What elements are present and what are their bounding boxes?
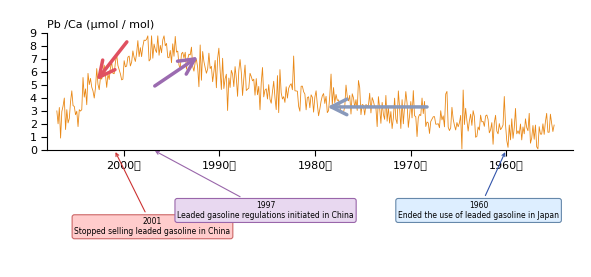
Text: 1960
Ended the use of leaded gasoline in Japan: 1960 Ended the use of leaded gasoline in… — [398, 153, 559, 220]
Text: Pb /Ca (μmol / mol): Pb /Ca (μmol / mol) — [47, 20, 154, 30]
Text: 2001
Stopped selling leaded gasoline in China: 2001 Stopped selling leaded gasoline in … — [74, 153, 230, 237]
Text: 1997
Leaded gasoline regulations initiated in China: 1997 Leaded gasoline regulations initiat… — [156, 152, 354, 220]
